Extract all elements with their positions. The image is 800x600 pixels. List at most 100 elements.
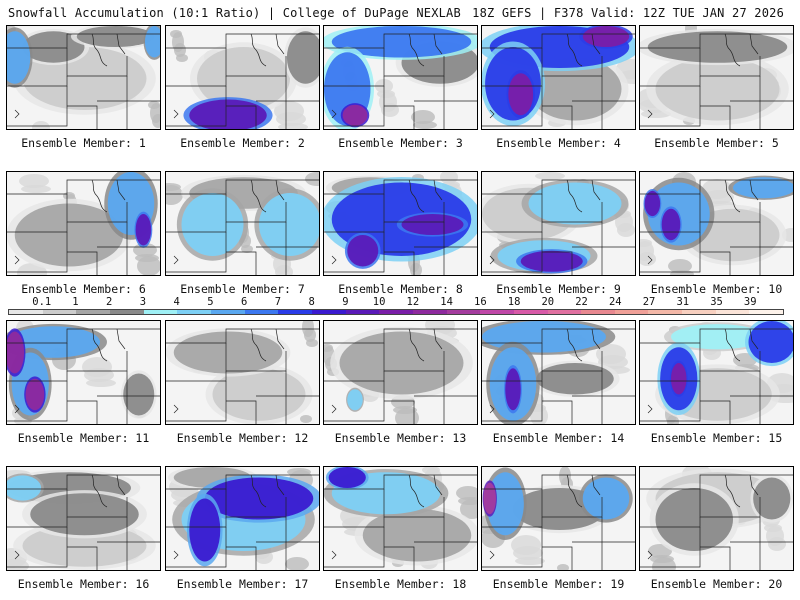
light-snow-area — [535, 172, 565, 180]
light-snow-area — [287, 468, 311, 476]
snow-contour — [483, 482, 496, 515]
snow-contour — [328, 467, 366, 488]
snowfall-map — [7, 172, 160, 275]
colorbar-swatch — [177, 310, 211, 314]
snow-contour — [22, 31, 85, 63]
ensemble-panel-12[interactable] — [165, 320, 320, 425]
light-snow-area — [19, 174, 49, 188]
colorbar-tick-label: 12 — [406, 296, 420, 308]
ensemble-panel-11[interactable] — [6, 320, 161, 425]
colorbar-swatch — [143, 310, 178, 314]
state-borders — [7, 33, 160, 129]
snowfall-map — [166, 321, 319, 424]
colorbar-swatch — [715, 310, 750, 314]
snowfall-map — [166, 26, 319, 129]
ensemble-panel-1[interactable] — [6, 25, 161, 130]
snow-contour — [7, 475, 42, 501]
snowfall-map — [640, 321, 793, 424]
ensemble-panel-2[interactable] — [165, 25, 320, 130]
colorbar-swatch — [42, 310, 77, 314]
light-snow-area — [702, 179, 732, 199]
ensemble-panel-5[interactable] — [639, 25, 794, 130]
state-borders — [324, 474, 477, 570]
light-snow-area — [422, 467, 440, 474]
snow-contour — [30, 493, 139, 536]
snow-contour — [135, 214, 152, 246]
member-label: Ensemble Member: 13 — [334, 431, 467, 445]
colorbar-tick-label: 5 — [207, 296, 214, 308]
member-label: Ensemble Member: 4 — [496, 136, 621, 150]
snow-contour — [644, 190, 661, 217]
ensemble-panel-6[interactable] — [6, 171, 161, 276]
light-snow-area — [32, 121, 50, 129]
ensemble-panel-14[interactable] — [481, 320, 636, 425]
colorbar-swatch — [345, 310, 380, 314]
snow-contour — [733, 177, 793, 199]
ensemble-panel-7[interactable] — [165, 171, 320, 276]
member-label: Ensemble Member: 14 — [492, 431, 625, 445]
snow-contour — [671, 363, 687, 395]
light-snow-area — [511, 535, 541, 555]
ensemble-panel-17[interactable] — [165, 466, 320, 571]
ensemble-panel-4[interactable] — [481, 25, 636, 130]
member-label: Ensemble Member: 6 — [21, 282, 146, 296]
light-snow-area — [148, 101, 160, 109]
state-borders — [640, 179, 793, 275]
ensemble-panel-16[interactable] — [6, 466, 161, 571]
light-snow-area — [440, 172, 458, 184]
state-borders — [640, 33, 793, 129]
snow-contour — [401, 214, 464, 235]
colorbar-swatch — [480, 310, 514, 314]
light-snow-area — [557, 564, 569, 570]
colorbar-tick-label: 18 — [507, 296, 521, 308]
state-borders — [166, 33, 319, 129]
colorbar-tick-label: 24 — [608, 296, 622, 308]
state-borders — [482, 328, 635, 424]
state-borders — [324, 33, 477, 129]
snowfall-map — [482, 26, 635, 129]
state-borders — [640, 328, 793, 424]
colorbar-tick-label: 14 — [440, 296, 453, 308]
member-label: Ensemble Member: 15 — [650, 431, 783, 445]
ensemble-panel-9[interactable] — [481, 171, 636, 276]
light-snow-area — [166, 183, 181, 191]
snow-contour — [14, 203, 124, 267]
valid-time: 18Z GEFS | F378 Valid: 12Z TUE JAN 27 20… — [472, 6, 784, 20]
colorbar-swatch — [614, 310, 649, 314]
snow-contour — [347, 235, 379, 267]
snow-contour — [173, 331, 283, 374]
ensemble-panel-15[interactable] — [639, 320, 794, 425]
snow-contour — [7, 31, 31, 84]
colorbar-swatch — [244, 310, 279, 314]
colorbar-tick-label: 10 — [372, 296, 386, 308]
state-borders — [7, 474, 160, 570]
snowfall-map — [324, 321, 477, 424]
light-snow-area — [133, 243, 157, 257]
ensemble-panel-10[interactable] — [639, 171, 794, 276]
ensemble-panel-18[interactable] — [323, 466, 478, 571]
snow-contour — [655, 57, 780, 121]
colorbar-tick-label: 2 — [106, 296, 113, 308]
member-label: Ensemble Member: 7 — [180, 282, 305, 296]
ensemble-panel-3[interactable] — [323, 25, 478, 130]
ensemble-panel-20[interactable] — [639, 466, 794, 571]
colorbar-swatch — [547, 310, 582, 314]
snowfall-map — [640, 26, 793, 129]
snow-contour — [655, 488, 733, 551]
state-borders — [166, 328, 319, 424]
colorbar-swatch — [412, 310, 447, 314]
member-label: Ensemble Member: 11 — [17, 431, 150, 445]
colorbar-tick-label: 35 — [710, 296, 723, 308]
light-snow-area — [300, 415, 312, 423]
ensemble-panel-13[interactable] — [323, 320, 478, 425]
light-snow-area — [324, 344, 333, 352]
ensemble-panel-8[interactable] — [323, 171, 478, 276]
snowfall-map — [640, 467, 793, 570]
snow-contour — [347, 389, 363, 411]
ensemble-panel-19[interactable] — [481, 466, 636, 571]
colorbar-tick-label: 3 — [139, 296, 147, 308]
snow-contour — [123, 373, 155, 416]
snow-contour — [181, 193, 244, 256]
colorbar-tick-label: 16 — [474, 296, 487, 308]
snowfall-map — [324, 467, 477, 570]
